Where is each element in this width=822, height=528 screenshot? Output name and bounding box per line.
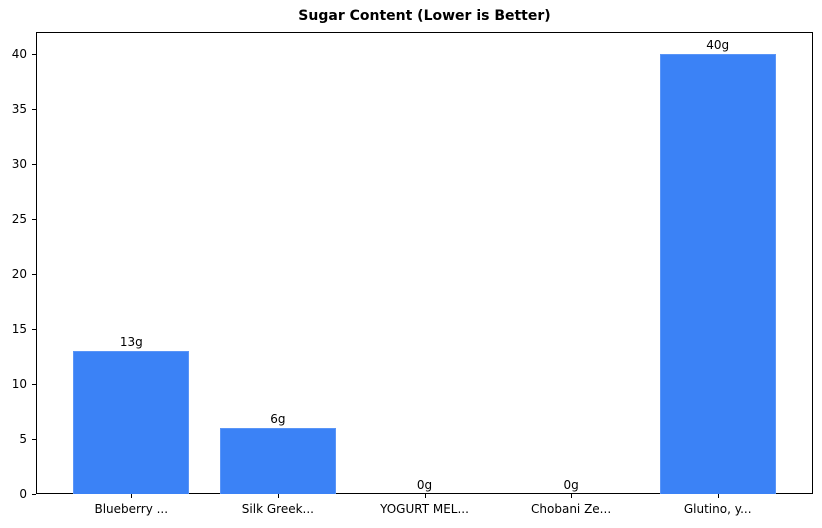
x-tick-mark	[571, 494, 573, 498]
x-tick-mark	[277, 494, 279, 498]
bar-value-label: 0g	[416, 478, 433, 492]
x-tick-label: Blueberry ...	[94, 502, 169, 516]
y-tick-label: 40	[11, 47, 27, 61]
x-tick-mark	[424, 494, 426, 498]
bar	[659, 54, 776, 494]
x-tick-label: YOGURT MEL...	[380, 502, 469, 516]
bar-value-label: 40g	[706, 38, 730, 52]
x-tick-mark	[131, 494, 133, 498]
y-tick-mark	[32, 274, 36, 275]
y-tick-label: 0	[19, 487, 27, 501]
bar	[219, 428, 336, 494]
plot-area	[36, 32, 813, 494]
y-tick-label: 15	[11, 322, 27, 336]
bar-value-label: 13g	[119, 335, 143, 349]
y-tick-mark	[32, 219, 36, 220]
bar	[73, 351, 190, 494]
y-tick-mark	[32, 494, 36, 495]
y-tick-mark	[32, 54, 36, 55]
x-tick-label: Glutino, y...	[683, 502, 752, 516]
chart-title: Sugar Content (Lower is Better)	[298, 8, 551, 24]
x-tick-label: Silk Greek...	[241, 502, 314, 516]
bar-value-label: 6g	[270, 412, 286, 426]
y-tick-label: 10	[11, 377, 27, 391]
y-tick-label: 25	[11, 212, 27, 226]
y-tick-mark	[32, 384, 36, 385]
x-tick-mark	[717, 494, 719, 498]
y-tick-mark	[32, 329, 36, 330]
y-tick-label: 5	[19, 432, 27, 446]
y-tick-label: 35	[11, 102, 27, 116]
y-tick-label: 30	[11, 157, 27, 171]
y-tick-mark	[32, 109, 36, 110]
bar-value-label: 0g	[563, 478, 579, 492]
x-tick-label: Chobani Ze...	[531, 502, 612, 516]
y-tick-mark	[32, 439, 36, 440]
y-tick-label: 20	[11, 267, 27, 281]
y-tick-mark	[32, 164, 36, 165]
